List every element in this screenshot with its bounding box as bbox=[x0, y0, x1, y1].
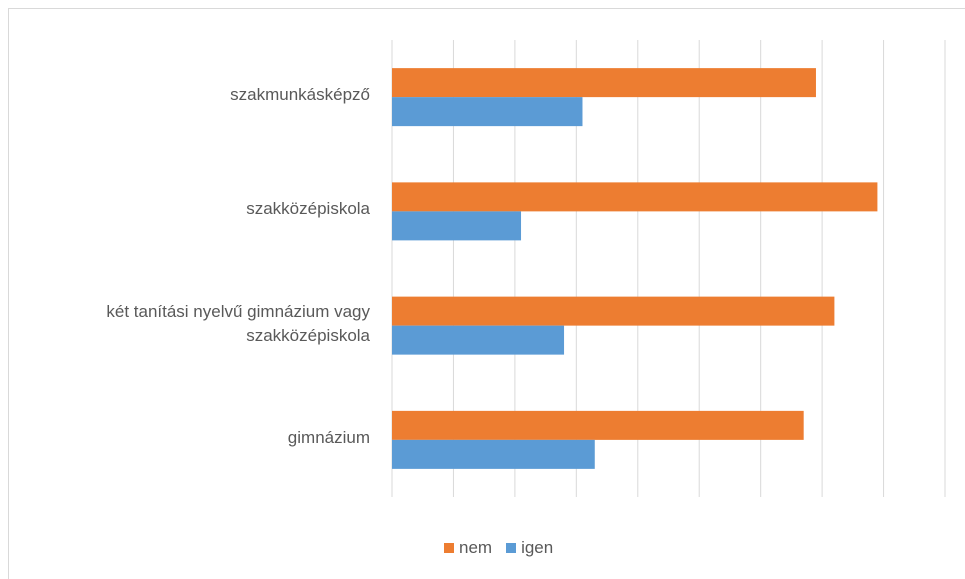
legend-label: nem bbox=[459, 538, 493, 557]
chart-border bbox=[8, 8, 965, 579]
legend-label: igen bbox=[521, 538, 554, 557]
category-label: szakközépiskola bbox=[246, 199, 370, 219]
bar bbox=[392, 68, 816, 98]
category-label: két tanítási nyelvű gimnázium vagy szakk… bbox=[106, 301, 370, 345]
legend-swatch bbox=[444, 543, 454, 553]
bar bbox=[392, 325, 565, 355]
legend: nem igen bbox=[444, 538, 567, 558]
legend-swatch bbox=[506, 543, 517, 553]
bar bbox=[392, 410, 804, 440]
bar bbox=[392, 211, 522, 241]
bar bbox=[392, 439, 595, 469]
category-label: szakmunkásképző bbox=[230, 85, 370, 105]
bar bbox=[392, 182, 878, 212]
bar bbox=[392, 97, 583, 127]
bar bbox=[392, 296, 835, 326]
category-label: gimnázium bbox=[287, 427, 370, 447]
